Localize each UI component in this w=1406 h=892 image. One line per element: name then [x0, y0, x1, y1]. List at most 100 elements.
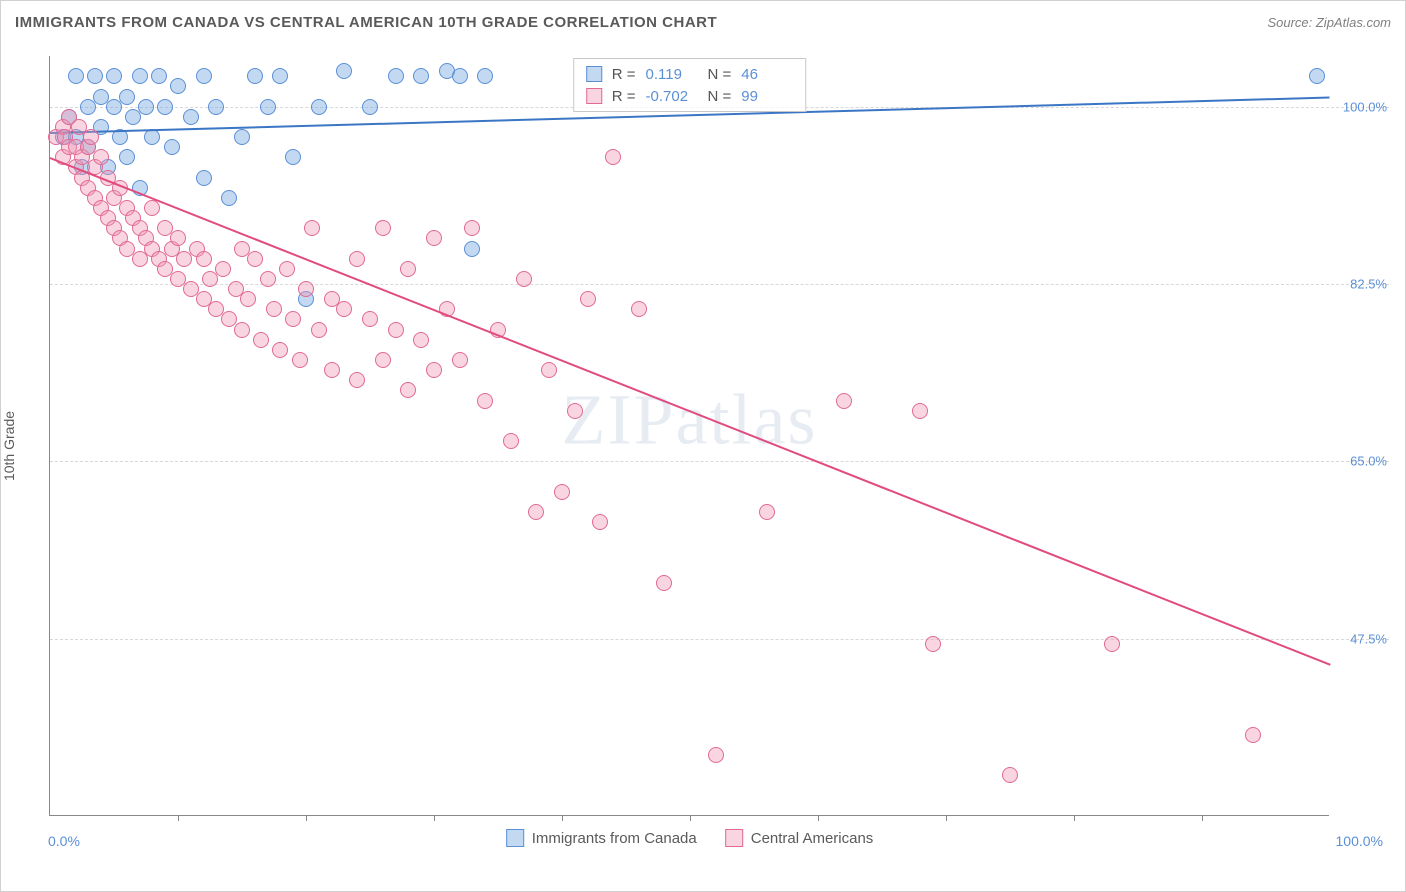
x-tick: [818, 815, 819, 821]
gridline-horizontal: [50, 461, 1389, 462]
bottom-legend: Immigrants from Canada Central Americans: [506, 829, 874, 847]
scatter-point-canada: [157, 99, 173, 115]
x-tick: [946, 815, 947, 821]
scatter-point-canada: [183, 109, 199, 125]
scatter-point-central: [516, 271, 532, 287]
scatter-point-central: [400, 382, 416, 398]
scatter-point-canada: [1309, 68, 1325, 84]
gridline-horizontal: [50, 284, 1389, 285]
scatter-point-central: [388, 322, 404, 338]
scatter-point-central: [541, 362, 557, 378]
scatter-point-central: [605, 149, 621, 165]
scatter-point-central: [912, 403, 928, 419]
scatter-point-central: [708, 747, 724, 763]
scatter-point-central: [375, 220, 391, 236]
scatter-point-central: [925, 636, 941, 652]
x-tick: [562, 815, 563, 821]
scatter-point-central: [215, 261, 231, 277]
x-tick: [690, 815, 691, 821]
x-tick: [434, 815, 435, 821]
scatter-point-canada: [388, 68, 404, 84]
legend-item-canada: Immigrants from Canada: [506, 829, 697, 847]
chart-title: IMMIGRANTS FROM CANADA VS CENTRAL AMERIC…: [15, 14, 717, 31]
scatter-point-central: [375, 352, 391, 368]
scatter-point-central: [836, 393, 852, 409]
scatter-point-central: [144, 200, 160, 216]
legend-item-central: Central Americans: [725, 829, 874, 847]
y-tick-label: 65.0%: [1350, 454, 1387, 469]
scatter-point-canada: [144, 129, 160, 145]
scatter-point-central: [272, 342, 288, 358]
scatter-point-canada: [68, 68, 84, 84]
scatter-point-central: [464, 220, 480, 236]
scatter-point-canada: [208, 99, 224, 115]
title-bar: IMMIGRANTS FROM CANADA VS CENTRAL AMERIC…: [1, 1, 1405, 43]
scatter-point-central: [580, 291, 596, 307]
scatter-point-central: [362, 311, 378, 327]
scatter-point-central: [336, 301, 352, 317]
scatter-point-central: [592, 514, 608, 530]
legend-swatch-icon: [586, 88, 602, 104]
scatter-point-central: [170, 230, 186, 246]
scatter-point-central: [477, 393, 493, 409]
trend-line-central: [50, 157, 1331, 666]
stat-n-value: 99: [741, 88, 793, 105]
scatter-point-canada: [138, 99, 154, 115]
x-tick: [1074, 815, 1075, 821]
scatter-point-central: [426, 362, 442, 378]
scatter-point-canada: [452, 68, 468, 84]
scatter-point-central: [279, 261, 295, 277]
scatter-point-canada: [196, 68, 212, 84]
scatter-point-central: [260, 271, 276, 287]
y-axis-label: 10th Grade: [1, 411, 17, 481]
stat-n-label: N =: [708, 66, 732, 83]
scatter-point-central: [631, 301, 647, 317]
scatter-point-central: [83, 129, 99, 145]
scatter-point-central: [503, 433, 519, 449]
scatter-point-central: [298, 281, 314, 297]
source-label: Source: ZipAtlas.com: [1267, 15, 1391, 30]
legend-swatch-icon: [725, 829, 743, 847]
stats-row-canada: R =0.119N =46: [586, 63, 794, 85]
chart-container: IMMIGRANTS FROM CANADA VS CENTRAL AMERIC…: [0, 0, 1406, 892]
plot-area: ZIPatlas 100.0%82.5%65.0%47.5%0.0%100.0%…: [49, 56, 1329, 816]
scatter-point-central: [196, 251, 212, 267]
x-tick: [1202, 815, 1203, 821]
scatter-point-central: [554, 484, 570, 500]
scatter-point-central: [253, 332, 269, 348]
scatter-point-central: [759, 504, 775, 520]
scatter-point-central: [266, 301, 282, 317]
x-tick: [306, 815, 307, 821]
scatter-point-central: [1002, 767, 1018, 783]
y-tick-label: 100.0%: [1343, 99, 1387, 114]
scatter-point-central: [400, 261, 416, 277]
x-tick-label-min: 0.0%: [48, 833, 80, 849]
scatter-point-central: [304, 220, 320, 236]
stats-row-central: R =-0.702N =99: [586, 85, 794, 107]
scatter-point-canada: [477, 68, 493, 84]
scatter-point-canada: [119, 89, 135, 105]
gridline-horizontal: [50, 639, 1389, 640]
scatter-point-central: [452, 352, 468, 368]
scatter-point-central: [656, 575, 672, 591]
stat-n-label: N =: [708, 88, 732, 105]
scatter-point-central: [1104, 636, 1120, 652]
stat-r-value: 0.119: [646, 66, 698, 83]
scatter-point-canada: [221, 190, 237, 206]
stat-n-value: 46: [741, 66, 793, 83]
scatter-point-canada: [132, 68, 148, 84]
y-tick-label: 82.5%: [1350, 277, 1387, 292]
scatter-point-canada: [119, 149, 135, 165]
scatter-point-canada: [260, 99, 276, 115]
scatter-point-central: [413, 332, 429, 348]
scatter-point-central: [1245, 727, 1261, 743]
legend-swatch-icon: [586, 66, 602, 82]
scatter-point-canada: [196, 170, 212, 186]
scatter-point-central: [234, 322, 250, 338]
y-tick-label: 47.5%: [1350, 631, 1387, 646]
scatter-point-central: [349, 251, 365, 267]
scatter-point-central: [324, 362, 340, 378]
legend-label: Central Americans: [751, 830, 874, 847]
x-tick: [178, 815, 179, 821]
scatter-point-canada: [413, 68, 429, 84]
